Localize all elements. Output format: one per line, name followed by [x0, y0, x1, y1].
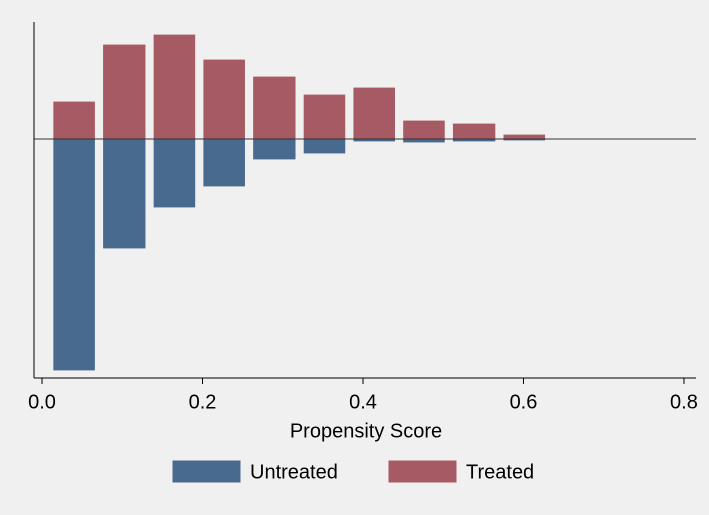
bar: [503, 134, 546, 140]
bar: [303, 94, 346, 140]
bar: [103, 138, 146, 249]
x-tick-label: 0.4: [349, 391, 377, 413]
legend-swatch: [388, 460, 457, 483]
bar: [253, 138, 296, 160]
x-tick-label: 0.0: [28, 391, 56, 413]
bar: [253, 76, 296, 140]
bar: [103, 44, 146, 140]
x-tick-label: 0.6: [510, 391, 538, 413]
bar: [53, 138, 95, 371]
bar: [452, 123, 496, 140]
bar: [303, 138, 346, 154]
legend-label: Treated: [466, 461, 534, 483]
bar: [53, 101, 95, 140]
bar: [153, 138, 196, 208]
bar: [203, 138, 245, 187]
bar: [353, 87, 396, 140]
x-tick-label: 0.8: [670, 391, 698, 413]
x-axis-label: Propensity Score: [290, 420, 442, 442]
legend-label: Untreated: [250, 461, 338, 483]
x-tick-label: 0.2: [189, 391, 217, 413]
bar: [403, 120, 445, 140]
bar: [153, 34, 196, 140]
bar: [203, 59, 245, 140]
legend-swatch: [172, 460, 241, 483]
